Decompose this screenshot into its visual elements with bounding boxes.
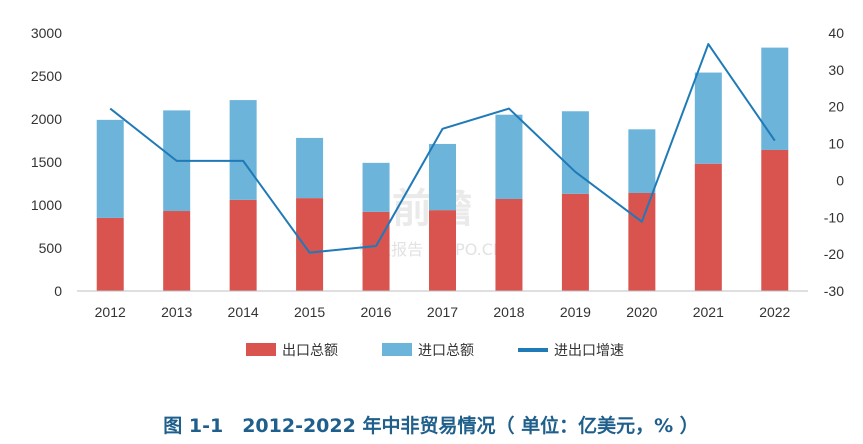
x-tick-label: 2018 (493, 304, 524, 320)
legend-swatch (246, 343, 276, 356)
y-left-tick-label: 2500 (31, 68, 62, 84)
y-left-tick-label: 1500 (31, 154, 62, 170)
y-left-tick-label: 0 (54, 283, 62, 299)
legend-swatch (382, 343, 412, 356)
bar-export (362, 211, 390, 291)
line-layer (109, 43, 776, 254)
x-tick-label: 2017 (427, 304, 458, 320)
legend-swatch (518, 348, 548, 352)
bar-export (96, 217, 124, 291)
bar-layer (96, 47, 789, 291)
bar-export (229, 199, 257, 291)
bar-export (429, 210, 456, 291)
line-growth-rate (109, 43, 776, 254)
x-tick-label: 2014 (228, 304, 259, 320)
x-axis: 2012 2013 2014 2015 2016 2017 2018 2019 2020 2021… (95, 304, 791, 320)
right-axis: -30 -20 -10 0 10 20 30 40 (824, 25, 844, 299)
bar-export (694, 163, 722, 291)
legend-label: 进出口增速 (554, 343, 624, 359)
y-right-tick-label: 30 (828, 62, 844, 78)
y-right-tick-label: -20 (824, 246, 844, 262)
y-right-tick-label: -10 (824, 209, 844, 225)
bar-import (229, 100, 257, 200)
x-tick-label: 2013 (161, 304, 192, 320)
bar-import (96, 119, 124, 218)
y-left-tick-label: 1000 (31, 197, 62, 213)
y-left-tick-label: 500 (39, 240, 63, 256)
bar-import (628, 129, 656, 193)
y-right-tick-label: 0 (836, 172, 844, 188)
chart-caption: 图 1-1 2012-2022 年中非贸易情况（ 单位：亿美元，% ） (163, 414, 698, 437)
x-tick-label: 2012 (95, 304, 126, 320)
y-left-tick-label: 3000 (31, 25, 62, 41)
y-right-tick-label: -30 (824, 283, 844, 299)
legend: 出口总额 进口总额 进出口增速 (246, 343, 624, 359)
x-tick-label: 2021 (693, 304, 724, 320)
bar-import (362, 162, 390, 212)
left-axis: 0 500 1000 1500 2000 2500 3000 (31, 25, 62, 299)
bar-export (628, 192, 656, 291)
bar-export (495, 198, 523, 291)
y-right-tick-label: 20 (828, 99, 844, 115)
x-tick-label: 2015 (294, 304, 325, 320)
x-tick-label: 2016 (360, 304, 391, 320)
bar-import (495, 114, 523, 199)
legend-label: 出口总额 (282, 343, 338, 359)
y-left-tick-label: 2000 (31, 111, 62, 127)
y-right-tick-label: 10 (828, 136, 844, 152)
y-right-tick-label: 40 (828, 25, 844, 41)
bar-export (761, 149, 789, 291)
bar-export (561, 193, 589, 291)
bar-export (296, 198, 324, 291)
x-tick-label: 2022 (759, 304, 790, 320)
bar-import (561, 111, 589, 194)
bar-import (429, 143, 456, 211)
legend-label: 进口总额 (418, 343, 474, 359)
x-tick-label: 2019 (560, 304, 591, 320)
bar-import (694, 72, 722, 164)
bar-import (296, 137, 324, 199)
bar-export (163, 211, 191, 291)
bar-import (761, 47, 789, 150)
x-tick-label: 2020 (626, 304, 657, 320)
